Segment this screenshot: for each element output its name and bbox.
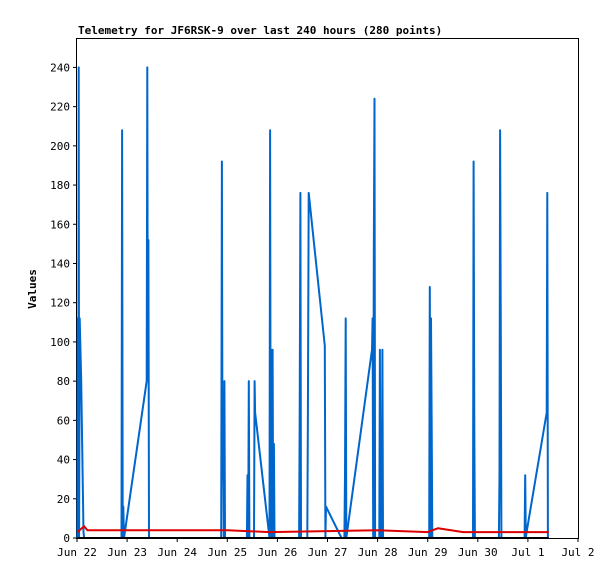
x-tick-label: Jun 22 <box>57 546 97 559</box>
y-tick-label: 240 <box>50 61 70 74</box>
x-tick-label: Jun 27 <box>308 546 348 559</box>
y-tick-label: 20 <box>57 493 70 506</box>
x-tick-label: Jun 25 <box>207 546 247 559</box>
plot-frame <box>76 38 579 539</box>
y-tick-label: 160 <box>50 218 70 231</box>
x-tick-label: Jun 26 <box>258 546 298 559</box>
x-tick-label: Jun 29 <box>408 546 448 559</box>
series-line-1 <box>76 66 549 539</box>
x-tick-label: Jul 2 <box>561 546 594 559</box>
x-tick-label: Jun 28 <box>358 546 398 559</box>
plot-area <box>76 66 549 539</box>
x-tick-label: Jun 24 <box>157 546 197 559</box>
y-tick-label: 0 <box>63 532 70 545</box>
y-tick-label: 120 <box>50 297 70 310</box>
y-tick-label: 80 <box>57 375 70 388</box>
y-tick-label: 180 <box>50 179 70 192</box>
y-tick-label: 140 <box>50 257 70 270</box>
x-tick-label: Jun 30 <box>458 546 498 559</box>
series-line-2 <box>76 525 549 534</box>
y-axis: 0 20 40 60 80 100 120 140 160 180 200 220 240 <box>50 61 77 545</box>
x-tick-label: Jul 1 <box>511 546 544 559</box>
chart-title: Telemetry for JF6RSK-9 over last 240 hou… <box>78 24 442 37</box>
y-tick-label: 100 <box>50 336 70 349</box>
y-tick-label: 220 <box>50 101 70 114</box>
x-axis: Jun 22 Jun 23 Jun 24 Jun 25 Jun 26 Jun 27 Jun … <box>57 538 595 559</box>
y-tick-label: 200 <box>50 140 70 153</box>
y-axis-label: Values <box>26 269 39 309</box>
y-tick-label: 60 <box>57 414 70 427</box>
y-tick-label: 40 <box>57 454 70 467</box>
x-tick-label: Jun 23 <box>107 546 147 559</box>
